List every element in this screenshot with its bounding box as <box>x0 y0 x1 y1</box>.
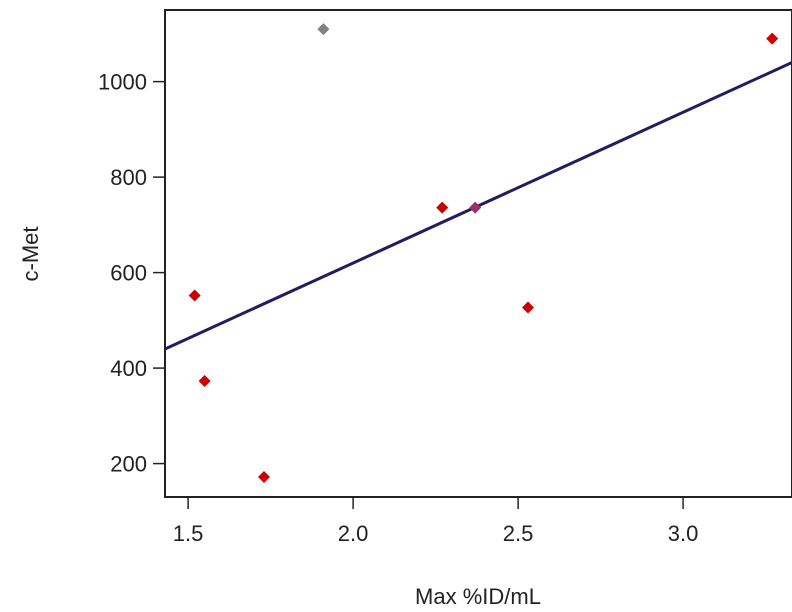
x-axis: 1.5 2.0 2.5 3.0 <box>173 497 699 546</box>
data-points <box>188 23 779 483</box>
data-point <box>766 32 779 45</box>
plot-frame <box>164 9 792 498</box>
y-tick-label: 600 <box>110 261 147 286</box>
data-point <box>317 23 330 36</box>
data-point <box>436 201 449 214</box>
data-point <box>522 301 534 314</box>
y-tick-label: 200 <box>110 452 147 477</box>
y-axis: 200 400 600 800 1000 <box>98 70 165 477</box>
x-tick-label: 2.5 <box>503 521 534 546</box>
data-point <box>258 470 270 483</box>
y-tick-label: 1000 <box>98 70 147 95</box>
data-point <box>198 374 211 387</box>
x-tick-label: 2.0 <box>338 521 369 546</box>
x-tick-label: 1.5 <box>173 521 204 546</box>
x-tick-label: 3.0 <box>668 521 699 546</box>
y-axis-title: c-Met <box>18 227 43 282</box>
data-point <box>188 289 201 302</box>
y-tick-label: 400 <box>110 356 147 381</box>
x-axis-title: Max %ID/mL <box>415 584 541 609</box>
y-tick-label: 800 <box>110 165 147 190</box>
data-point <box>469 201 482 214</box>
